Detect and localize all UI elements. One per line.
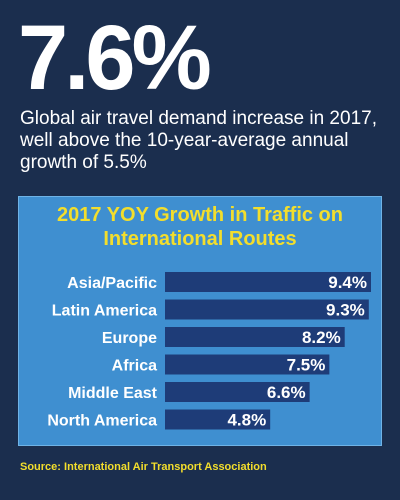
bar-africa (165, 354, 330, 375)
value-label: 4.8% (227, 411, 266, 430)
category-label: Asia/Pacific (67, 275, 157, 292)
value-label: 9.4% (328, 273, 367, 292)
value-label: 6.6% (267, 383, 306, 402)
chart-title: 2017 YOY Growth in Traffic on Internatio… (56, 204, 343, 250)
bar-middle-east (165, 382, 310, 402)
bar-europe (165, 327, 345, 347)
source-note: Source: International Air Transport Asso… (20, 461, 267, 473)
bar-latin-america (165, 299, 369, 320)
category-label: Africa (112, 358, 157, 375)
category-label: Latin America (52, 303, 157, 320)
value-label: 7.5% (287, 356, 326, 375)
value-label: 8.2% (302, 328, 341, 347)
value-label: 9.3% (326, 301, 365, 320)
headline-description: Global air travel demand increase in 201… (20, 108, 377, 173)
category-label: Middle East (68, 385, 158, 402)
headline-stat: 7.6% (18, 7, 212, 109)
chart-panel: 2017 YOY Growth in Traffic on Internatio… (18, 196, 382, 446)
category-label: North America (47, 413, 157, 430)
bar-chart: Asia/Pacific 9.4% Latin America 9.3% Europe 8… (47, 272, 371, 430)
bar-asia-pacific (165, 272, 371, 292)
category-label: Europe (102, 330, 157, 347)
bar-north-america (165, 409, 271, 430)
